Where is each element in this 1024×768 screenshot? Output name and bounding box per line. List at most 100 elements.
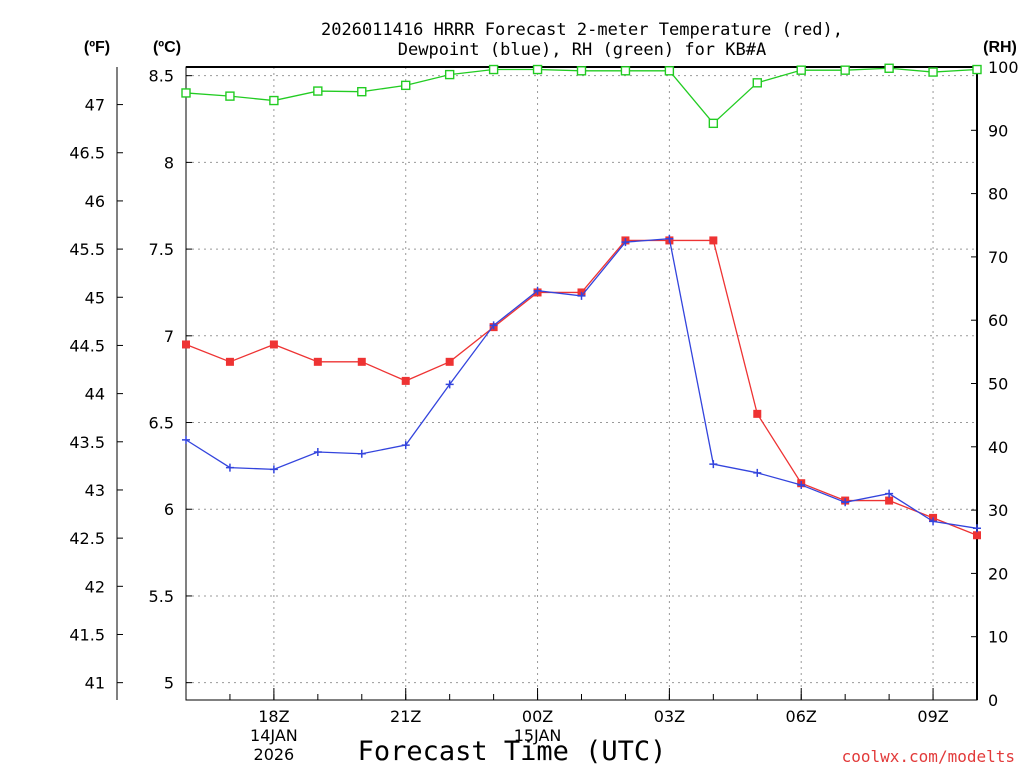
rh-point — [928, 67, 938, 77]
celsius-tick-label: 6 — [164, 500, 174, 519]
fahrenheit-tick-label: 41 — [85, 674, 105, 693]
dewpoint-point — [929, 517, 938, 526]
rh-point — [752, 78, 762, 88]
x-tick-label: 00Z — [522, 707, 553, 726]
dewpoint-point — [182, 435, 190, 444]
fahrenheit-tick-label: 41.5 — [69, 625, 105, 644]
dewpoint-point — [401, 441, 410, 450]
temperature-point — [182, 340, 190, 349]
rh-tick-label: 40 — [988, 438, 1008, 457]
axes: 41 41.5 42 42.5 43 43.5 44 44.5 45 45.5 46 46.5 47 5 5… — [69, 58, 1018, 764]
rh-tick-label: 70 — [988, 248, 1008, 267]
dewpoint-point — [797, 480, 806, 489]
rh-point — [444, 69, 455, 80]
dewpoint-point — [225, 463, 234, 472]
rh-point — [532, 64, 543, 75]
chart-title-line-1: 2026011416 HRRR Forecast 2-meter Tempera… — [321, 20, 843, 40]
temperature-point — [445, 357, 454, 366]
dewpoint-point — [885, 489, 894, 498]
dewpoint-point — [489, 321, 498, 330]
fahrenheit-tick-label: 44.5 — [69, 336, 105, 355]
celsius-tick-label: 7.5 — [149, 240, 174, 259]
temperature-point — [357, 357, 366, 366]
fahrenheit-tick-label: 47 — [85, 96, 105, 115]
celsius-tick-label: 5.5 — [149, 587, 174, 606]
dewpoint-point — [357, 449, 366, 458]
x-axis-label: Forecast Time (UTC) — [358, 736, 667, 767]
grid-lines — [186, 67, 977, 700]
rh-tick-label: 80 — [988, 185, 1008, 204]
rh-point — [357, 86, 367, 97]
celsius-unit-label: (ºC) — [153, 39, 181, 56]
credit-text: coolwx.com/modelts — [842, 747, 1015, 766]
dewpoint-point — [841, 498, 850, 507]
temperature-point — [753, 409, 762, 418]
celsius-tick-label: 8 — [164, 153, 174, 172]
celsius-tick-label: 6.5 — [149, 414, 174, 433]
x-tick-label: 14JAN — [250, 726, 298, 745]
temperature-point — [269, 340, 278, 349]
rh-point — [620, 66, 631, 76]
rh-point — [972, 64, 982, 75]
temperature-point — [709, 236, 718, 245]
rh-tick-label: 50 — [988, 375, 1008, 394]
rh-tick-label: 100 — [988, 58, 1019, 77]
rh-point — [884, 63, 894, 73]
rh-point — [840, 65, 850, 75]
fahrenheit-tick-label: 45.5 — [69, 240, 105, 259]
x-tick-label: 21Z — [390, 707, 421, 726]
fahrenheit-tick-label: 43 — [85, 481, 105, 500]
fahrenheit-tick-label: 43.5 — [69, 433, 105, 452]
fahrenheit-unit-label: (ºF) — [84, 39, 110, 56]
celsius-tick-label: 7 — [164, 327, 174, 346]
dewpoint-point — [577, 291, 586, 300]
chart-title-line-2: Dewpoint (blue), RH (green) for KB#A — [398, 40, 766, 60]
rh-point — [269, 95, 279, 106]
rh-point — [664, 66, 675, 76]
rh-point — [181, 88, 191, 98]
dewpoint-point — [709, 460, 718, 469]
fahrenheit-tick-label: 46.5 — [69, 144, 105, 163]
temperature-point — [313, 357, 322, 366]
rh-tick-label: 10 — [988, 628, 1008, 647]
fahrenheit-tick-label: 42 — [85, 577, 105, 596]
rh-tick-label: 60 — [988, 311, 1008, 330]
rh-tick-label: 20 — [988, 564, 1008, 583]
rh-point — [796, 65, 806, 75]
temperature-line — [185, 239, 978, 536]
dewpoint-point — [533, 286, 542, 295]
rh-point — [708, 118, 719, 129]
rh-unit-label: (RH) — [983, 39, 1017, 56]
x-tick-label: 15JAN — [514, 726, 562, 745]
temperature-point — [885, 496, 894, 505]
temperature-point — [973, 531, 981, 540]
dewpoint-point — [621, 238, 630, 247]
x-tick-label: 09Z — [917, 707, 948, 726]
dewpoint-point — [269, 465, 278, 474]
data-series — [181, 63, 982, 540]
rh-point — [401, 80, 411, 91]
fahrenheit-tick-label: 42.5 — [69, 529, 105, 548]
rh-tick-label: 0 — [988, 691, 998, 710]
temperature-point — [401, 376, 410, 385]
x-tick-label: 03Z — [654, 707, 685, 726]
dewpoint-point — [973, 524, 981, 533]
dewpoint-point — [665, 234, 674, 243]
rh-point — [225, 91, 235, 101]
rh-tick-label: 90 — [988, 121, 1008, 140]
fahrenheit-tick-label: 44 — [85, 385, 105, 404]
dewpoint-point — [753, 468, 762, 477]
x-tick-label: 2026 — [254, 745, 295, 764]
x-tick-label: 06Z — [786, 707, 817, 726]
celsius-tick-label: 8.5 — [149, 67, 174, 86]
temperature-point — [225, 357, 234, 366]
rh-line — [185, 67, 978, 125]
fahrenheit-tick-label: 46 — [85, 192, 105, 211]
dewpoint-line — [185, 237, 978, 529]
rh-point — [576, 66, 587, 76]
dewpoint-point — [445, 380, 454, 389]
celsius-tick-label: 5 — [164, 674, 174, 693]
rh-tick-label: 30 — [988, 501, 1008, 520]
x-tick-label: 18Z — [258, 707, 289, 726]
